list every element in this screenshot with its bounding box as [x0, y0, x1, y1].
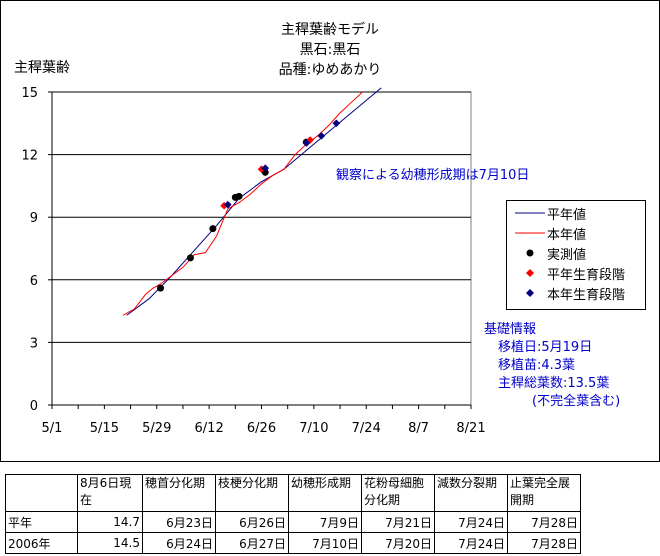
table-cell: 6月27日 — [215, 532, 289, 554]
table-header-cell: 穂首分化期 — [142, 474, 216, 512]
x-tick-label: 6/12 — [195, 421, 224, 436]
info-note: (不完全葉含む) — [532, 394, 621, 409]
stage-point — [317, 132, 326, 140]
legend-label: 平年値 — [547, 207, 587, 223]
table-cell: 7月21日 — [361, 511, 435, 533]
legend-label: 本年生育段階 — [547, 287, 626, 303]
table-row: 平年 14.7 6月23日 6月26日 7月9日 7月21日 7月24日 7月2… — [5, 511, 581, 533]
chart-title-line-1: 主稈葉齢モデル — [281, 22, 379, 38]
x-tick-label: 5/1 — [42, 421, 63, 436]
legend-item-honnen-line: 本年値 — [513, 223, 586, 243]
table-cell: 6月26日 — [215, 511, 289, 533]
table-cell: 7月28日 — [507, 511, 581, 533]
data-point — [209, 225, 217, 233]
legend-label: 実測値 — [547, 247, 587, 263]
legend-item-honnen-stage: 本年生育段階 — [513, 283, 625, 303]
table-header-cell: 幼穂形成期 — [288, 474, 362, 512]
legend-label: 本年値 — [547, 227, 587, 243]
chart-annotation: 観察による幼穂形成期は7月10日 — [336, 168, 530, 183]
stage-point — [302, 139, 311, 147]
table-header-cell: 枝梗分化期 — [215, 474, 289, 512]
table-header-cell: 減数分裂期 — [434, 474, 508, 512]
chart-title-line-3: 品種:ゆめあかり — [278, 62, 382, 78]
x-tick-label: 5/15 — [90, 421, 119, 436]
table-row: 2006年 14.5 6月24日 6月27日 7月10日 7月20日 7月24日… — [5, 532, 581, 554]
y-tick-label: 0 — [30, 399, 38, 414]
stage-point — [306, 136, 314, 144]
stage-point — [261, 164, 270, 172]
table-header-cell: 花粉母細胞分化期 — [361, 474, 435, 512]
table-cell: 平年 — [5, 511, 78, 533]
stage-point — [332, 119, 341, 128]
info-seedling-leaf: 移植苗:4.3葉 — [498, 358, 576, 373]
table-cell: 6月24日 — [142, 532, 216, 554]
x-tick-label: 5/29 — [142, 421, 171, 436]
legend-item-heinen-stage: 平年生育段階 — [513, 263, 625, 283]
y-tick-label: 9 — [30, 211, 38, 226]
table-cell: 14.7 — [77, 511, 143, 533]
legend-label: 平年生育段階 — [547, 267, 626, 283]
y-tick-label: 15 — [21, 86, 38, 101]
x-tick-label: 8/7 — [408, 421, 429, 436]
table-cell: 7月24日 — [434, 532, 508, 554]
table-cell: 7月20日 — [361, 532, 435, 554]
table-cell: 7月28日 — [507, 532, 581, 554]
legend: 平年値 本年値 実測値 平年生育段階 本年生育段階 — [506, 200, 646, 310]
legend-item-heinen-line: 平年値 — [513, 203, 586, 223]
info-transplant-date: 移植日:5月19日 — [498, 340, 593, 355]
stage-point — [220, 201, 228, 210]
table-cell: 14.5 — [77, 532, 143, 554]
info-total-leaves: 主稈総葉数:13.5葉 — [498, 376, 610, 391]
x-tick-label: 8/21 — [456, 421, 485, 436]
growth-stage-table: 8月6日現在 穂首分化期 枝梗分化期 幼穂形成期 花粉母細胞分化期 減数分裂期 … — [5, 474, 581, 554]
y-tick-label: 6 — [30, 274, 38, 289]
legend-item-measured: 実測値 — [513, 243, 586, 263]
data-point — [156, 284, 164, 292]
chart-plot: 0 3 6 9 12 15 5/1 5/15 5/29 6/12 6/26 7/10 7/24 8/7 8/… — [21, 86, 485, 436]
table-header-cell — [5, 474, 78, 512]
x-tick-label: 6/26 — [247, 421, 276, 436]
table-header-row: 8月6日現在 穂首分化期 枝梗分化期 幼穂形成期 花粉母細胞分化期 減数分裂期 … — [5, 474, 581, 512]
basic-info: 基礎情報 移植日:5月19日 移植苗:4.3葉 主稈総葉数:13.5葉 (不完全… — [484, 321, 620, 411]
table-header-cell: 8月6日現在 — [77, 474, 143, 512]
y-tick-label: 3 — [30, 336, 38, 351]
chart-title: 主稈葉齢モデル 黒石:黒石 品種:ゆめあかり — [0, 20, 660, 80]
y-axis-label: 主稈葉齢 — [14, 60, 70, 76]
chart-title-line-2: 黒石:黒石 — [299, 42, 361, 58]
y-tick-label: 12 — [21, 149, 38, 164]
table-cell: 7月24日 — [434, 511, 508, 533]
plot-area — [51, 91, 472, 406]
table-cell: 6月23日 — [142, 511, 216, 533]
data-point — [235, 192, 243, 200]
info-heading: 基礎情報 — [484, 322, 537, 337]
data-point — [186, 254, 194, 262]
x-tick-label: 7/10 — [299, 421, 328, 436]
table-cell: 2006年 — [5, 532, 78, 554]
x-tick-label: 7/24 — [352, 421, 381, 436]
stage-point — [224, 200, 232, 209]
table-cell: 7月10日 — [288, 532, 362, 554]
table-cell: 7月9日 — [288, 511, 362, 533]
table-header-cell: 止葉完全展開期 — [507, 474, 581, 512]
